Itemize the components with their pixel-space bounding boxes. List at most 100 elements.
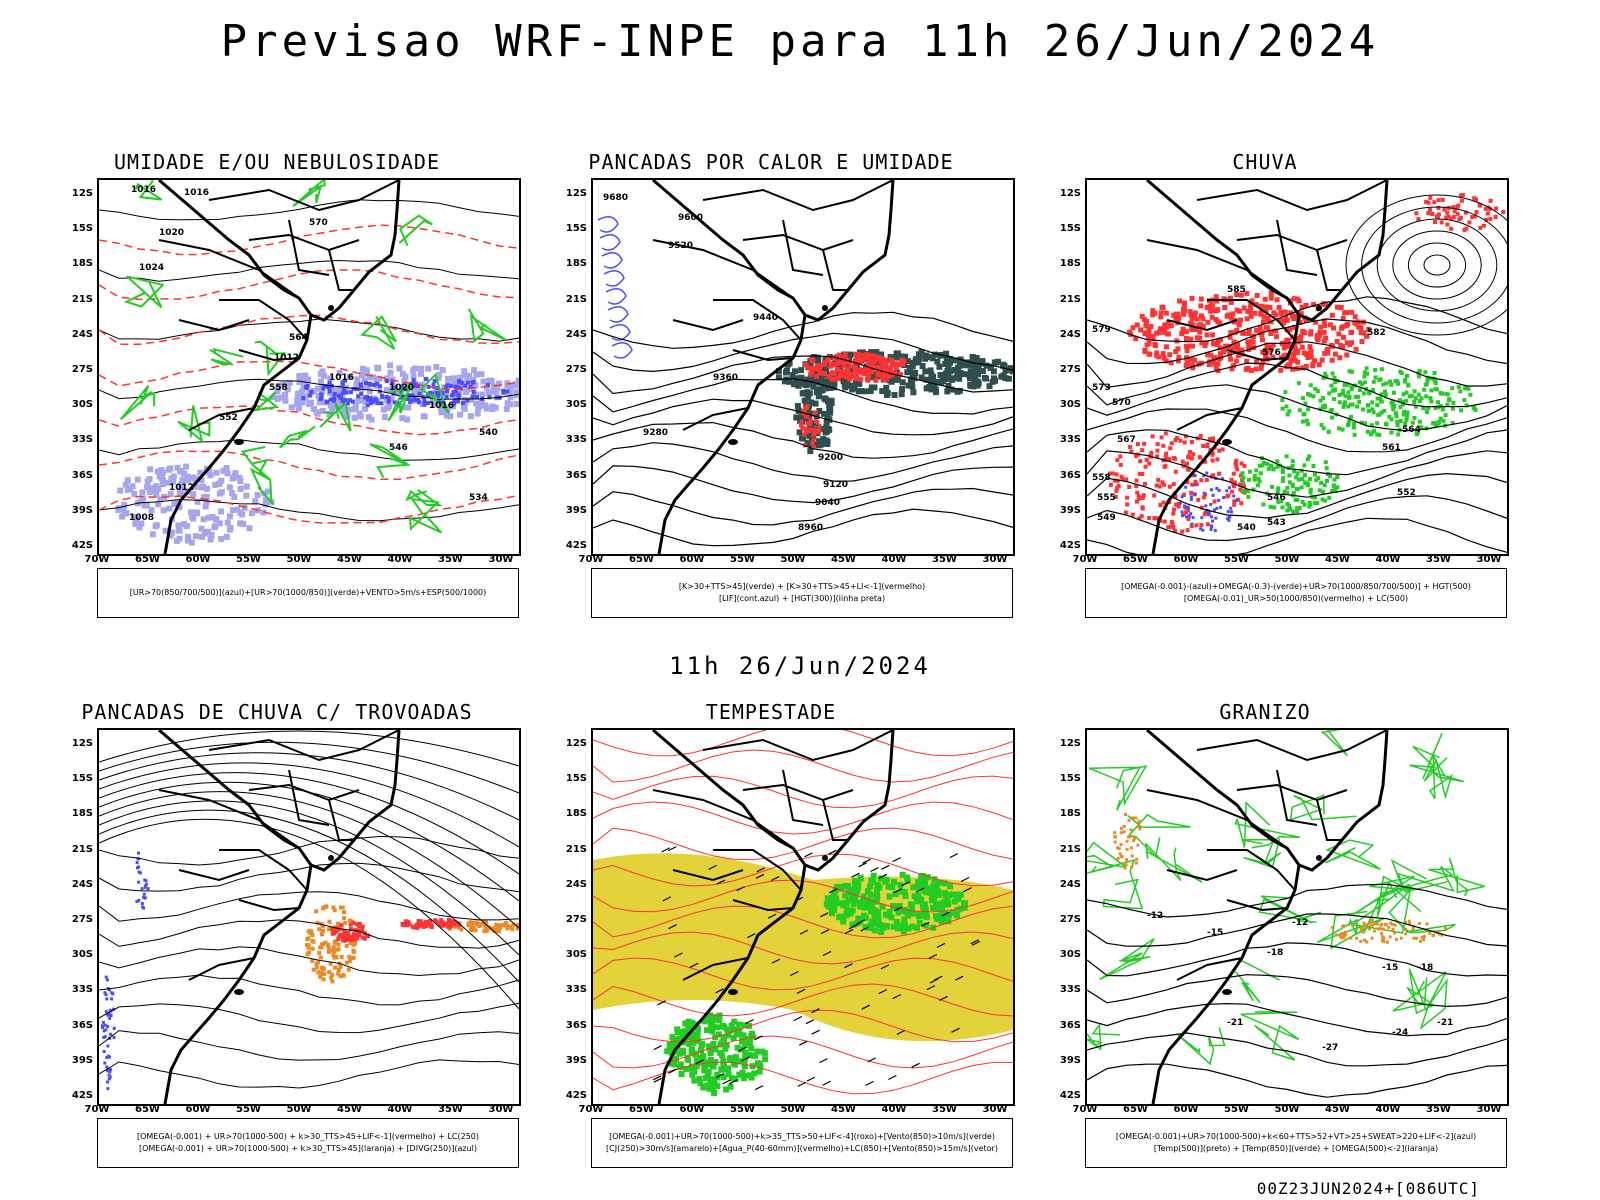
rain-red: [1210, 452, 1215, 457]
rain-red: [1217, 345, 1223, 351]
wind-green: [930, 890, 937, 897]
rain-red: [1164, 324, 1170, 330]
rain-red: [1245, 339, 1251, 345]
streamline-vortex: [1407, 242, 1467, 288]
streamline: [99, 772, 519, 875]
rain-red: [1439, 220, 1444, 225]
instability-red: [843, 374, 849, 380]
wind-green: [953, 912, 960, 919]
lat-tick-label: 15S: [71, 223, 93, 235]
wind-green: [866, 925, 872, 931]
humidity-green-contour: [369, 443, 412, 478]
thunder-orange: [470, 927, 475, 932]
rain-red: [1284, 327, 1290, 333]
rain-green: [1323, 460, 1328, 465]
instability-teal: [974, 362, 981, 369]
wind-green: [697, 1080, 704, 1087]
rain-green: [1417, 399, 1422, 403]
geopotential-height-contour: [593, 332, 1013, 373]
omega-orange: [1116, 857, 1120, 860]
omega-orange: [1330, 926, 1334, 930]
rain-red: [1198, 433, 1203, 438]
divergence-blue: [108, 1075, 112, 1079]
rain-red: [1120, 476, 1125, 481]
thunder-red: [360, 928, 365, 933]
humidity-blue: [332, 396, 337, 401]
instability-teal: [804, 376, 811, 383]
wind-green: [825, 903, 832, 910]
cloud-cover-lavender: [518, 396, 519, 403]
rain-green: [1276, 499, 1281, 504]
thunder-orange: [348, 918, 352, 923]
thunder-orange: [468, 920, 473, 925]
rain-red: [1127, 329, 1132, 335]
thunder-orange: [492, 928, 497, 933]
omega-orange: [1138, 827, 1142, 831]
rain-red: [1136, 494, 1141, 499]
omega-orange: [1135, 857, 1139, 861]
thunder-red: [343, 933, 348, 938]
rain-red: [1175, 311, 1181, 317]
wind-green: [748, 1045, 755, 1052]
rain-red: [1146, 351, 1152, 357]
rain-green: [1295, 506, 1300, 511]
rain-red: [1183, 363, 1189, 368]
rain-red: [1334, 339, 1340, 344]
rain-blue: [1210, 525, 1213, 528]
instability-teal: [801, 397, 808, 404]
rain-green: [1318, 398, 1323, 403]
rain-red: [1199, 478, 1204, 483]
humidity-blue: [348, 390, 353, 395]
rain-red: [1187, 309, 1193, 315]
cloud-cover-lavender: [277, 394, 284, 401]
temp850-contour: [1423, 755, 1453, 800]
rain-red: [1154, 516, 1159, 521]
humidity-blue: [456, 392, 461, 397]
rain-red: [1166, 525, 1171, 530]
temp850-contour: [1087, 841, 1127, 874]
wind-green: [705, 1069, 712, 1075]
rain-red: [1189, 524, 1194, 528]
streamline: [1087, 341, 1507, 389]
rain-red: [1220, 447, 1225, 452]
lake-mark: [1316, 305, 1322, 311]
temp500-contour: [1087, 942, 1507, 977]
rain-red: [1270, 354, 1276, 360]
streamline-red: [593, 957, 1013, 991]
thunder-orange: [331, 905, 336, 910]
cloud-cover-lavender: [445, 379, 452, 386]
rain-green: [1383, 392, 1388, 397]
temp850-contour: [1127, 813, 1191, 859]
instability-teal: [831, 379, 838, 386]
rain-red: [1281, 353, 1287, 359]
humidity-blue: [456, 396, 461, 401]
rain-red: [1322, 323, 1328, 329]
rain-green: [1371, 379, 1376, 384]
rain-blue: [1200, 516, 1204, 520]
rain-red: [1230, 311, 1236, 317]
instability-teal: [979, 360, 986, 367]
rain-red: [1197, 329, 1203, 335]
divergence-blue: [142, 895, 146, 899]
rain-green: [1342, 383, 1347, 388]
rain-red: [1273, 328, 1279, 334]
instability-red: [891, 370, 897, 376]
wind-green: [930, 886, 937, 893]
omega-orange: [1365, 940, 1369, 944]
instability-teal: [958, 359, 965, 366]
rain-red: [1158, 310, 1164, 316]
wind-vector: [811, 1029, 820, 1035]
map-humidity: 1016 1016 1020 1024 1012 1016 1020 1016 1012 1008…: [97, 178, 521, 556]
rain-green: [1315, 389, 1320, 393]
rain-red: [1154, 483, 1159, 488]
divergence-blue: [110, 991, 114, 995]
rain-red: [1113, 494, 1118, 499]
rain-blue: [1211, 519, 1214, 523]
thunder-orange: [310, 933, 315, 938]
rain-green: [1359, 420, 1364, 425]
instability-teal: [899, 379, 906, 386]
rain-blue: [1220, 477, 1224, 481]
rain-blue: [1180, 510, 1184, 514]
wind-green: [834, 900, 840, 907]
humidity-blue: [328, 397, 333, 402]
